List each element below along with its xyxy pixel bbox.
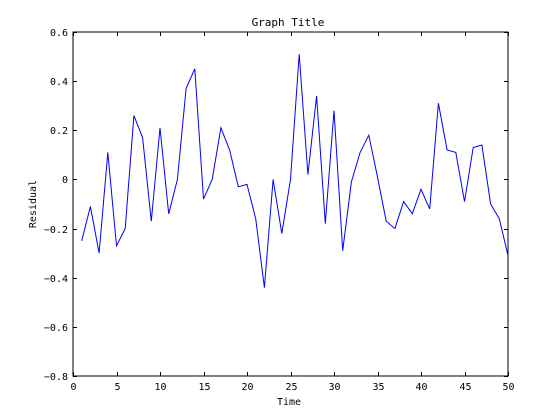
x-tick-label: 15 [198,382,210,393]
data-point [99,253,100,254]
y-tick-label: −0.2 [44,225,68,236]
data-point [481,144,482,145]
data-point [490,203,491,204]
x-tick-label: 20 [241,382,253,393]
data-point [159,127,160,128]
data-point [290,179,291,180]
y-tick-label: 0.6 [50,28,68,39]
data-point [333,110,334,111]
data-point [133,115,134,116]
data-point [151,221,152,222]
data-point [420,189,421,190]
data-point [107,152,108,153]
y-tick-label: 0.2 [50,126,68,137]
data-point [438,103,439,104]
data-point [212,179,213,180]
x-tick-label: 5 [114,382,120,393]
data-point [81,240,82,241]
x-tick-label: 25 [285,382,297,393]
data-point [403,201,404,202]
x-axis-label: Time [277,397,301,408]
x-tick-label: 50 [502,382,514,393]
data-point [412,213,413,214]
data-point [229,149,230,150]
data-point [177,179,178,180]
plot-area [73,32,508,376]
data-point [142,137,143,138]
data-point [246,184,247,185]
data-point [194,68,195,69]
data-point [220,127,221,128]
data-point [351,181,352,182]
data-point [342,250,343,251]
y-tick-label: −0.6 [44,323,68,334]
data-point [394,228,395,229]
y-tick-label: 0 [62,175,68,186]
x-tick-label: 10 [154,382,166,393]
data-point [377,176,378,177]
data-point [281,233,282,234]
data-point [168,213,169,214]
data-point [360,152,361,153]
data-point [473,147,474,148]
data-point [90,206,91,207]
x-tick-label: 30 [328,382,340,393]
data-point [368,135,369,136]
data-point [273,179,274,180]
data-point [255,218,256,219]
chart-title: Graph Title [252,16,325,29]
y-axis-label: Residual [28,180,39,228]
data-point [429,208,430,209]
data-point [455,152,456,153]
data-point [238,186,239,187]
data-point [116,245,117,246]
x-tick-label: 40 [415,382,427,393]
data-point [203,198,204,199]
data-point [186,88,187,89]
data-point [307,174,308,175]
y-tick-label: −0.8 [44,372,68,383]
data-point [264,287,265,288]
data-point [499,218,500,219]
y-tick-label: 0.4 [50,77,68,88]
data-point [299,54,300,55]
data-point [325,223,326,224]
x-tick-label: 0 [70,382,76,393]
x-tick-label: 35 [372,382,384,393]
data-point [464,201,465,202]
data-point [386,221,387,222]
data-point [125,228,126,229]
x-tick-label: 45 [459,382,471,393]
data-point [316,95,317,96]
y-tick-label: −0.4 [44,274,68,285]
data-point [447,149,448,150]
data-point [507,255,508,256]
